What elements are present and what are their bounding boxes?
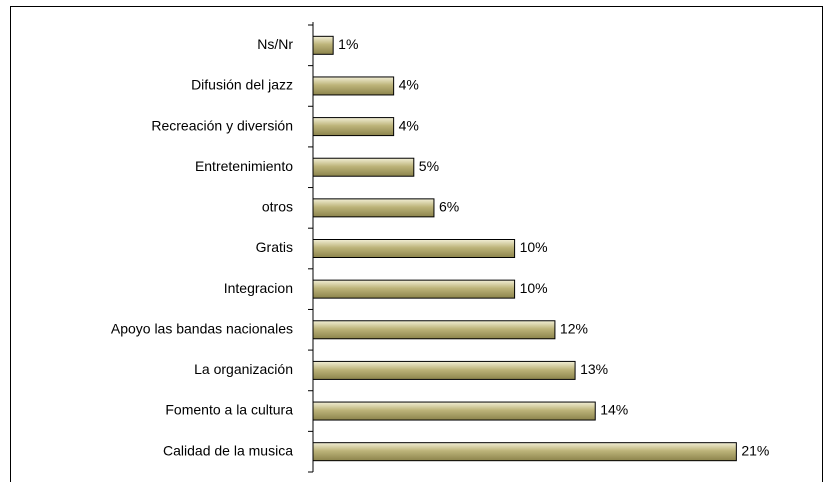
bar <box>312 198 435 218</box>
bar <box>312 239 516 258</box>
bar <box>312 117 395 137</box>
bar <box>312 401 596 421</box>
y-tick-label: Fomento a la cultura <box>165 402 293 418</box>
value-label: 10% <box>520 280 548 296</box>
bar <box>312 279 516 299</box>
bar <box>312 360 576 380</box>
y-tick-label: Ns/Nr <box>257 36 293 52</box>
bar <box>312 76 395 96</box>
bar <box>312 320 556 340</box>
y-tick-label: Apoyo las bandas nacionales <box>111 320 293 336</box>
y-tick-label: Entretenimiento <box>195 158 293 174</box>
value-label: 12% <box>560 320 588 336</box>
y-tick-label: Difusión del jazz <box>191 77 293 93</box>
y-tick-label: otros <box>262 199 293 215</box>
y-tick-label: Calidad de la musica <box>163 442 293 458</box>
value-label: 6% <box>439 199 459 215</box>
bar <box>312 157 415 177</box>
value-label: 21% <box>741 442 769 458</box>
bar <box>312 442 737 462</box>
value-label: 13% <box>580 361 608 377</box>
value-label: 5% <box>419 158 439 174</box>
y-tick-label: Recreación y diversión <box>151 117 293 133</box>
bar <box>312 35 334 55</box>
value-label: 1% <box>338 36 358 52</box>
y-tick-label: Integracion <box>224 280 293 296</box>
y-tick-label: Gratis <box>256 239 293 255</box>
value-label: 4% <box>399 117 419 133</box>
value-label: 14% <box>600 402 628 418</box>
value-label: 4% <box>399 77 419 93</box>
value-label: 10% <box>520 239 548 255</box>
y-tick-label: La organización <box>194 361 293 377</box>
